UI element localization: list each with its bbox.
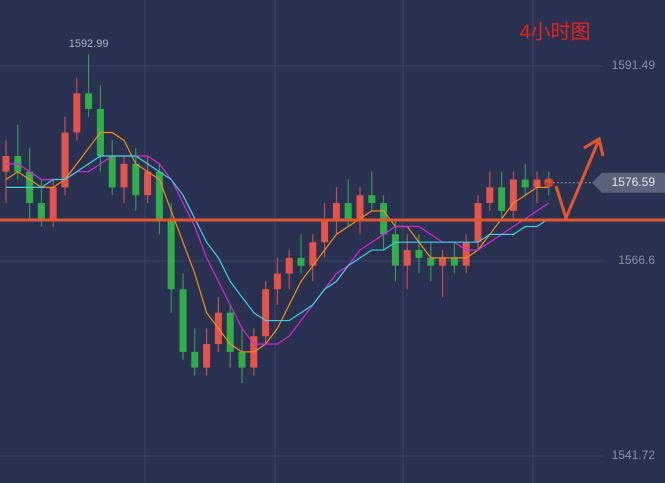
y-tick-label: 1541.72	[612, 448, 656, 462]
candle-body	[344, 203, 352, 219]
candle-body	[462, 242, 470, 266]
candle-body	[533, 179, 541, 188]
candle-body	[332, 203, 340, 219]
candle-body	[415, 250, 423, 258]
candle-body	[191, 351, 199, 368]
candle-body	[285, 257, 293, 274]
candle-body	[203, 344, 211, 368]
candle-body	[37, 203, 45, 219]
candle-body	[262, 289, 270, 337]
candle-body	[427, 257, 435, 266]
price-glow	[543, 177, 554, 188]
ma-line	[5, 131, 549, 353]
candle-body	[521, 179, 529, 188]
candle-body	[132, 163, 140, 196]
candle-body	[439, 257, 447, 266]
vertical-grid	[144, 0, 534, 483]
candle-body	[391, 234, 399, 266]
candle-body	[509, 179, 517, 211]
y-tick-label: 1566.6	[618, 253, 655, 267]
price-tag-label: 1576.59	[612, 175, 656, 189]
candle-body	[297, 257, 305, 266]
candle-body	[356, 195, 364, 219]
candle-body	[167, 218, 175, 290]
candle-body	[155, 171, 163, 219]
candle-body	[49, 187, 57, 219]
high-label: 1592.99	[69, 38, 109, 50]
candle-body	[108, 156, 116, 188]
candle-body	[120, 163, 128, 188]
candle-body	[486, 187, 494, 204]
candle-body	[238, 351, 246, 368]
candle-body	[273, 273, 281, 290]
ma-line	[6, 155, 550, 322]
arrow	[554, 141, 600, 223]
candle-body	[309, 242, 317, 266]
candle-body	[498, 187, 506, 211]
plot: 1541.72 1566.6 1591.49 1592.99 1576.59	[0, 38, 665, 462]
arrow-head	[583, 136, 605, 157]
candle-body	[179, 289, 187, 352]
candle-body	[321, 218, 329, 243]
candle-body	[144, 171, 152, 196]
candle-body	[474, 203, 482, 243]
y-tick-label: 1591.49	[612, 58, 656, 72]
candle-body	[450, 257, 458, 266]
candle-body	[73, 93, 81, 133]
candle-body	[403, 250, 411, 266]
ma-line	[6, 155, 550, 345]
candle-body	[226, 312, 234, 352]
chart-title: 4小时图	[519, 20, 590, 43]
candle-body	[61, 132, 69, 188]
candle-body	[85, 93, 93, 109]
candle-body	[368, 195, 376, 204]
price-tag	[592, 172, 665, 193]
